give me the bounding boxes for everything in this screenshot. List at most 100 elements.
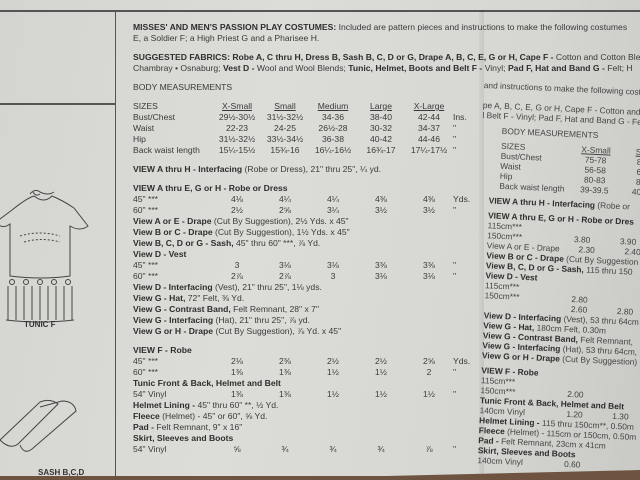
measurement-value: 15¾-16	[270, 145, 300, 155]
size-column-header: Large	[370, 101, 392, 111]
note-text: (Helmet) - 45" or 60", ⅝ Yd.	[159, 411, 268, 421]
yardage-row: 45" *** 4⅛ 4¼ 4¼ 4⅜ 4⅜ Yds.	[133, 194, 478, 205]
measurement-value: 16¼-16½	[314, 145, 352, 155]
measurement-value: 26½-28	[318, 123, 348, 133]
note-text: 115 thru 150	[583, 264, 633, 277]
sash-illustration	[0, 399, 77, 452]
measurement-value: 15¼-15½	[218, 145, 256, 155]
yardage-note: View A or E - Drape (Cut By Suggestion),…	[133, 216, 478, 227]
yardage-value: 4⅜	[375, 194, 387, 204]
yardage-note: Helmet Lining - 45" thru 60" **, ½ Yd.	[133, 400, 478, 411]
yardage-value: ⅝	[233, 444, 241, 454]
page-fold	[479, 10, 484, 480]
note-text: (Robe or	[594, 199, 631, 212]
fabric-text-segment: Felt; H	[607, 63, 633, 73]
yardage-value: 2½	[231, 205, 243, 215]
yardage-value: 3¼	[327, 205, 339, 215]
note-title: View A or E - Drape	[133, 216, 212, 226]
yardage-value	[595, 460, 640, 472]
note-title: View G - Contrast Band,	[133, 304, 231, 314]
unit-label: Yds.	[453, 194, 471, 204]
intro: MISSES' AND MEN'S PASSION PLAY COSTUMES:…	[133, 22, 627, 33]
sash-caption: SASH B,C,D	[38, 468, 85, 477]
fabric-text-segment: Chambray • Osnaburg;	[133, 63, 223, 73]
metric-measurements-table: Bust/Chest 75-78 80 Waist 56-58 61 Hip 80-83 85 B…	[479, 150, 640, 199]
size-column-header: X-Large	[413, 101, 445, 111]
note-title: Helmet Lining -	[133, 400, 196, 410]
fabric-text-segment: Cotton and Cotton Blends	[555, 52, 640, 62]
unit-label: "	[453, 260, 457, 270]
unit-label: "	[453, 367, 457, 377]
yardage-value: ¾	[281, 444, 289, 454]
note-text: Felt Remnant, 9" x 16"	[154, 422, 243, 432]
fabric-width-label: 54" Vinyl	[133, 389, 167, 399]
intro-text: Included are pattern pieces and instruct…	[338, 22, 628, 32]
suggested-fabrics-line1: SUGGESTED FABRICS: Robe A, C thru H, Dre…	[133, 52, 640, 63]
metric-yardage-list: VIEW A thru H - Interfacing (Robe or VIEW…	[467, 195, 640, 473]
yardage-row: 60" *** 1⅜ 1⅜ 1½ 1½ 2 "	[133, 367, 478, 378]
note-title: View G - Interfacing	[133, 315, 214, 325]
yardage-row: 54" Vinyl 1⅜ 1⅜ 1½ 1½ 1½ "	[133, 389, 478, 400]
fabric-text-segment: Wool and Wool Blends;	[256, 63, 349, 73]
note-text: (Robe or Dress), 21" thru 25", ¼ yd.	[242, 164, 382, 174]
measurement-label: Bust/Chest	[133, 112, 176, 122]
unit-label: "	[453, 205, 457, 215]
yardage-list: VIEW A thru H - Interfacing (Robe or Dre…	[133, 164, 478, 455]
unit-label: Yds.	[453, 356, 471, 366]
yardage-note: View B or C - Drape (Cut By Suggestion),…	[133, 227, 478, 238]
yardage-value: 1½	[327, 389, 339, 399]
section-heading: Tunic Front & Back, Helmet and Belt	[133, 378, 281, 388]
yardage-value: 1½	[375, 389, 387, 399]
measurement-value: 44-46	[418, 134, 440, 144]
measurement-value: 42-44	[418, 112, 440, 122]
yardage-value: 2	[426, 367, 432, 377]
measurement-value: 22-23	[226, 123, 248, 133]
size-column-header: X-Small	[221, 101, 253, 111]
illustration-panel: TUNIC F SASH B,C,D	[0, 10, 116, 480]
fabric-text-segment: Pad F, Hat and Band G -	[507, 63, 608, 73]
fabric-text-segment: Vinyl;	[484, 63, 508, 73]
metric-panel: and instructions to make the following c…	[467, 80, 640, 473]
sizes-header-row: SIZES X-Small Small Medium Large X-Large	[133, 101, 478, 112]
fabric-width-label: 45" ***	[133, 194, 159, 204]
measurement-row: Bust/Chest 29½-30½ 31½-32½ 34-36 38-40 42-44 I…	[133, 112, 478, 123]
yardage-note: View D - Interfacing (Vest), 21" thru 25…	[133, 282, 478, 293]
section-heading: Skirt, Sleeves and Boots	[133, 433, 234, 443]
measurements-table: Bust/Chest 29½-30½ 31½-32½ 34-36 38-40 42-44 I…	[133, 112, 478, 156]
unit-label: Ins.	[453, 112, 467, 122]
yardage-value: 1⅜	[279, 389, 291, 399]
yardage-value: 2⅛	[231, 356, 243, 366]
measurement-value: 40-4	[631, 186, 640, 198]
measurement-value: 36-38	[322, 134, 344, 144]
yardage-value: 2⅞	[231, 271, 243, 281]
tunic-illustration	[0, 189, 89, 323]
yardage-value: 3	[330, 271, 336, 281]
yardage-note: View G - Contrast Band, Felt Remnant, 28…	[133, 304, 478, 315]
body-measurements-heading: BODY MEASUREMENTS	[133, 82, 233, 92]
yardage-value: ⅞	[425, 444, 433, 454]
intro-title: MISSES' AND MEN'S PASSION PLAY COSTUMES:	[133, 22, 337, 32]
yardage-value: 3⅜	[375, 260, 387, 270]
yardage-value: 1⅜	[231, 367, 243, 377]
section-heading: View D - Vest	[133, 249, 187, 259]
measurement-row: Back waist length 15¼-15½ 15¾-16 16¼-16½ 16¾…	[133, 145, 478, 156]
measurement-label: Back waist length	[133, 145, 200, 155]
yardage-value: 2⅝	[423, 356, 435, 366]
fabric-text-segment: Tunic, Helmet, Boots and Belt F -	[348, 63, 485, 73]
measurement-label: Waist	[133, 123, 155, 133]
yardage-value: 1½	[327, 367, 339, 377]
yardage-value: 1½	[423, 389, 435, 399]
note-text: 72" Felt, ⅜ Yd.	[185, 293, 245, 303]
fabric-text-segment: SUGGESTED FABRICS: Robe A, C thru H, Dre…	[133, 52, 556, 62]
unit-label: "	[453, 145, 457, 155]
yardage-value: 3⅛	[327, 260, 339, 270]
fabric-width-label: 45" ***	[133, 356, 159, 366]
measurement-value: 31½-32½	[266, 112, 304, 122]
yardage-value: 4¼	[327, 194, 339, 204]
yardage-value: 1½	[375, 367, 387, 377]
yardage-note: Pad - Felt Remnant, 9" x 16"	[133, 422, 478, 433]
measurement-value: 29½-30½	[218, 112, 256, 122]
yardage-value: 2½	[375, 356, 387, 366]
yardage-value: 3⅛	[423, 271, 435, 281]
